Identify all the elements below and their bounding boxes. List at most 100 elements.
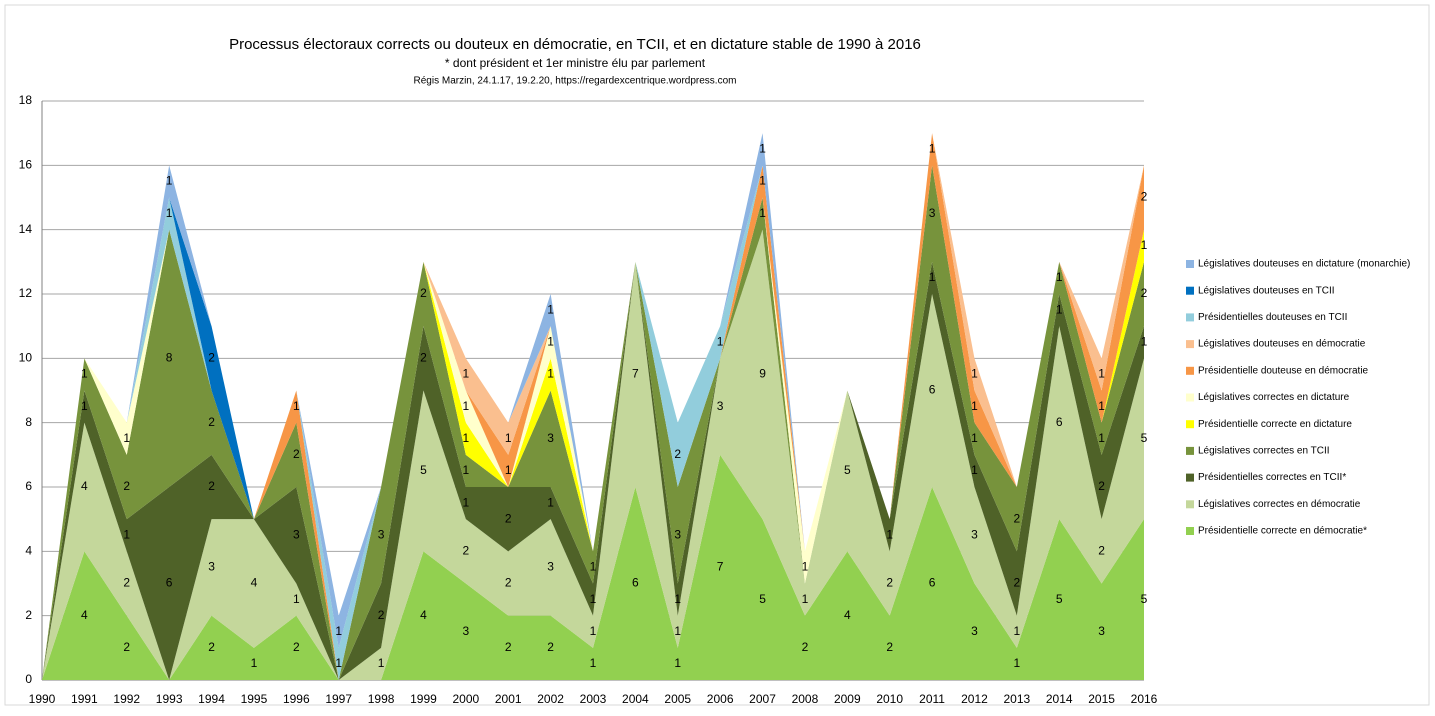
data-label: 1 [463,367,470,381]
y-tick-label: 14 [19,222,33,236]
data-label: 1 [81,367,88,381]
data-label: 1 [1141,238,1148,252]
data-label: 2 [208,640,215,654]
area [42,229,1144,680]
data-label: 1 [1056,302,1063,316]
x-tick-label: 1999 [410,692,437,706]
x-tick-label: 2000 [452,692,479,706]
y-tick-label: 8 [25,415,32,429]
data-label: 2 [886,576,893,590]
chart-subtitle: * dont président et 1er ministre élu par… [445,56,706,70]
x-tick-label: 2013 [1003,692,1030,706]
data-label: 1 [166,174,173,188]
x-tick-label: 1992 [113,692,140,706]
legend-swatch [1186,420,1194,429]
data-label: 2 [886,640,893,654]
legend-swatch [1186,313,1194,322]
area [42,133,1144,680]
legend-swatch [1186,473,1194,482]
x-tick-label: 2016 [1131,692,1158,706]
data-label: 1 [293,592,300,606]
data-label: 1 [547,302,554,316]
data-label: 1 [378,656,385,670]
x-tick-label: 1998 [368,692,395,706]
data-label: 1 [929,141,936,155]
data-label: 1 [293,399,300,413]
data-label: 5 [1141,431,1148,445]
data-label: 2 [293,447,300,461]
y-tick-label: 0 [25,672,32,686]
data-label: 1 [971,367,978,381]
data-label: 3 [463,624,470,638]
y-tick-label: 18 [19,93,33,107]
data-label: 2 [208,479,215,493]
data-label: 6 [632,576,639,590]
data-label: 3 [547,431,554,445]
data-label: 5 [1056,592,1063,606]
legend-label: Législatives douteuses en dictature (mon… [1198,259,1410,270]
x-tick-label: 2007 [749,692,776,706]
legend-swatch [1186,286,1194,295]
data-label: 1 [1098,431,1105,445]
data-label: 1 [1098,399,1105,413]
data-label: 1 [463,399,470,413]
data-label: 3 [293,527,300,541]
data-label: 2 [293,640,300,654]
data-label: 1 [1141,334,1148,348]
x-tick-label: 2010 [876,692,903,706]
area [42,165,1144,681]
data-label: 2 [208,415,215,429]
legend-label: Législatives douteuses en TCII [1198,285,1335,296]
x-tick-label: 2012 [961,692,988,706]
legend-label: Présidentielles douteuses en TCII [1198,312,1347,323]
data-label: 1 [674,656,681,670]
data-label: 1 [802,560,809,574]
data-label: 1 [590,592,597,606]
data-label: 1 [759,206,766,220]
x-tick-label: 2015 [1088,692,1115,706]
data-label: 5 [1141,592,1148,606]
data-label: 2 [1098,544,1105,558]
legend-swatch [1186,393,1194,402]
data-label: 1 [463,431,470,445]
data-label: 3 [717,399,724,413]
data-label: 3 [674,527,681,541]
data-label: 1 [802,592,809,606]
legend-label: Législatives douteuses en démocratie [1198,339,1366,350]
data-label: 2 [674,447,681,461]
data-label: 1 [123,527,130,541]
y-tick-label: 6 [25,479,32,493]
x-tick-label: 2004 [622,692,649,706]
legend-label: Présidentielle correcte en démocratie* [1198,526,1367,537]
legend-swatch [1186,260,1194,268]
x-tick-label: 2002 [537,692,564,706]
data-label: 2 [505,640,512,654]
data-label: 2 [378,608,385,622]
data-label: 1 [971,431,978,445]
data-label: 4 [81,608,88,622]
data-label: 1 [674,592,681,606]
x-tick-label: 1991 [71,692,98,706]
data-label: 1 [1014,656,1021,670]
data-label: 1 [505,463,512,477]
data-label: 1 [717,334,724,348]
data-label: 2 [802,640,809,654]
x-tick-label: 2014 [1046,692,1073,706]
data-label: 5 [759,592,766,606]
legend-label: Présidentielle douteuse en démocratie [1198,365,1369,376]
data-label: 1 [335,656,342,670]
legend-swatch [1186,340,1194,349]
data-label: 1 [505,431,512,445]
data-label: 5 [420,463,427,477]
data-label: 2 [123,640,130,654]
x-tick-label: 1996 [283,692,310,706]
data-label: 2 [505,576,512,590]
y-tick-label: 2 [25,608,32,622]
data-label: 1 [335,624,342,638]
x-tick-label: 1993 [156,692,183,706]
x-tick-label: 1995 [241,692,268,706]
x-tick-label: 2005 [664,692,691,706]
data-label: 8 [166,351,173,365]
data-label: 1 [166,206,173,220]
